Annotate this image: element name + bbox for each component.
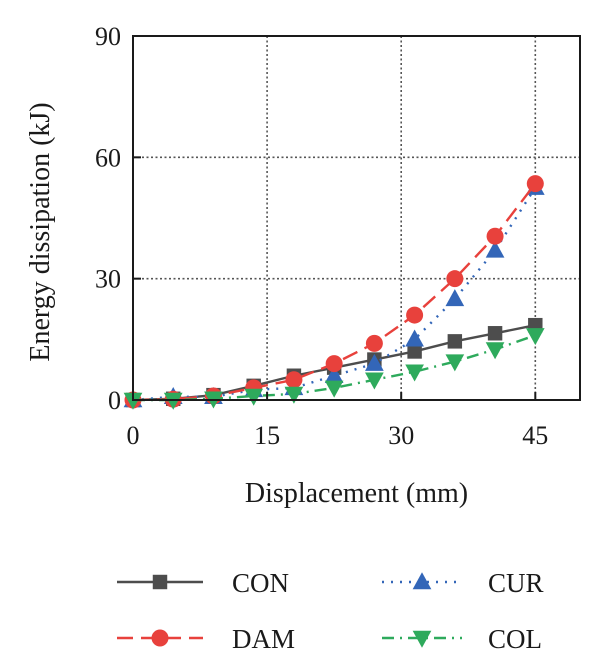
x-tick-label: 45 bbox=[522, 421, 548, 450]
x-tick-label: 15 bbox=[254, 421, 280, 450]
plot-frame bbox=[132, 35, 581, 401]
data-point-col bbox=[525, 328, 545, 346]
legend-label: CON bbox=[232, 568, 289, 598]
series-layer bbox=[123, 175, 545, 410]
series-cur bbox=[123, 177, 545, 408]
series-col bbox=[123, 328, 545, 410]
legend-label: CUR bbox=[488, 568, 544, 598]
x-axis-title: Displacement (mm) bbox=[245, 478, 468, 509]
axis-ticks bbox=[132, 35, 537, 401]
series-line-cur bbox=[132, 187, 537, 402]
data-point-dam bbox=[365, 334, 383, 352]
y-tick-label: 0 bbox=[108, 386, 121, 415]
data-point-cur bbox=[445, 289, 465, 307]
legend-label: COL bbox=[488, 624, 542, 654]
legend-item-cur: CUR bbox=[382, 568, 544, 598]
tick-labels: 0 15 30 45 0 30 60 90 bbox=[95, 22, 548, 450]
data-point-col bbox=[123, 392, 143, 410]
data-point-dam bbox=[526, 175, 544, 193]
data-point-col bbox=[365, 372, 384, 390]
grid-lines bbox=[133, 36, 580, 400]
legend-marker bbox=[412, 572, 432, 590]
data-point-col bbox=[485, 342, 505, 360]
legend-marker bbox=[152, 574, 168, 590]
data-point-dam bbox=[325, 355, 343, 373]
data-point-con bbox=[447, 334, 463, 349]
data-point-dam bbox=[285, 371, 303, 389]
data-point-dam bbox=[446, 270, 464, 288]
legend-label: DAM bbox=[232, 624, 295, 654]
y-axis-title: Energy dissipation (kJ) bbox=[25, 102, 56, 361]
legend-item-dam: DAM bbox=[117, 624, 295, 654]
legend-item-col: COL bbox=[382, 624, 542, 654]
legend-item-con: CON bbox=[117, 568, 289, 598]
x-tick-label: 0 bbox=[127, 421, 140, 450]
y-tick-label: 30 bbox=[95, 265, 121, 294]
legend-marker bbox=[151, 629, 169, 647]
data-point-col bbox=[284, 386, 304, 404]
data-point-con bbox=[407, 344, 422, 359]
data-point-cur bbox=[324, 365, 344, 383]
data-point-col bbox=[445, 354, 465, 372]
data-point-dam bbox=[486, 227, 504, 245]
data-point-col bbox=[324, 380, 344, 398]
data-point-cur bbox=[365, 353, 384, 371]
x-tick-label: 30 bbox=[388, 421, 414, 450]
legend: CON CUR DAM COL bbox=[117, 568, 544, 654]
data-point-con bbox=[487, 326, 503, 341]
data-point-col bbox=[405, 364, 424, 382]
data-point-col bbox=[244, 388, 264, 406]
y-tick-label: 90 bbox=[95, 22, 121, 51]
legend-marker bbox=[412, 630, 432, 648]
y-tick-label: 60 bbox=[95, 143, 121, 172]
data-point-cur bbox=[405, 329, 424, 347]
data-point-dam bbox=[406, 306, 424, 324]
data-point-cur bbox=[485, 240, 505, 258]
data-point-col bbox=[163, 392, 183, 410]
